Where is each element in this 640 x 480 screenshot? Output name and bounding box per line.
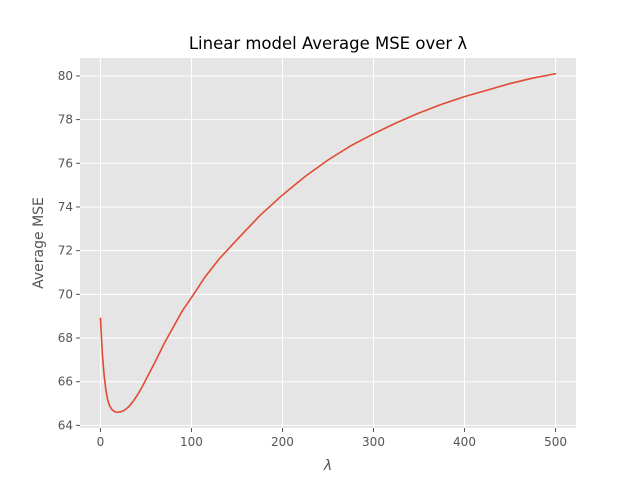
y-axis-label: Average MSE — [31, 197, 47, 289]
y-tick-label: 64 — [58, 418, 73, 432]
y-tick-label: 68 — [58, 331, 73, 345]
plot-background — [80, 58, 576, 428]
x-axis-label: λ — [323, 458, 332, 474]
y-tick-label: 78 — [58, 113, 73, 127]
y-tick-label: 76 — [58, 156, 73, 170]
y-tick-label: 80 — [58, 69, 73, 83]
x-tick-label: 200 — [271, 435, 294, 449]
x-tick-label: 300 — [362, 435, 385, 449]
series-group — [99, 72, 557, 414]
series-line — [99, 72, 557, 414]
y-tick-label: 70 — [58, 287, 73, 301]
x-tick-label: 100 — [180, 435, 203, 449]
x-tick-label: 0 — [97, 435, 105, 449]
y-tick-label: 72 — [58, 244, 73, 258]
grid-lines — [80, 58, 576, 428]
y-tick-label: 74 — [58, 200, 73, 214]
x-tick-label: 500 — [544, 435, 567, 449]
axis-ticks: 0 100 200 300 400 500 64 66 68 70 72 74 76 78 80 — [58, 69, 567, 449]
y-tick-label: 66 — [58, 375, 73, 389]
x-tick-label: 400 — [453, 435, 476, 449]
chart-title: Linear model Average MSE over λ — [189, 34, 468, 53]
